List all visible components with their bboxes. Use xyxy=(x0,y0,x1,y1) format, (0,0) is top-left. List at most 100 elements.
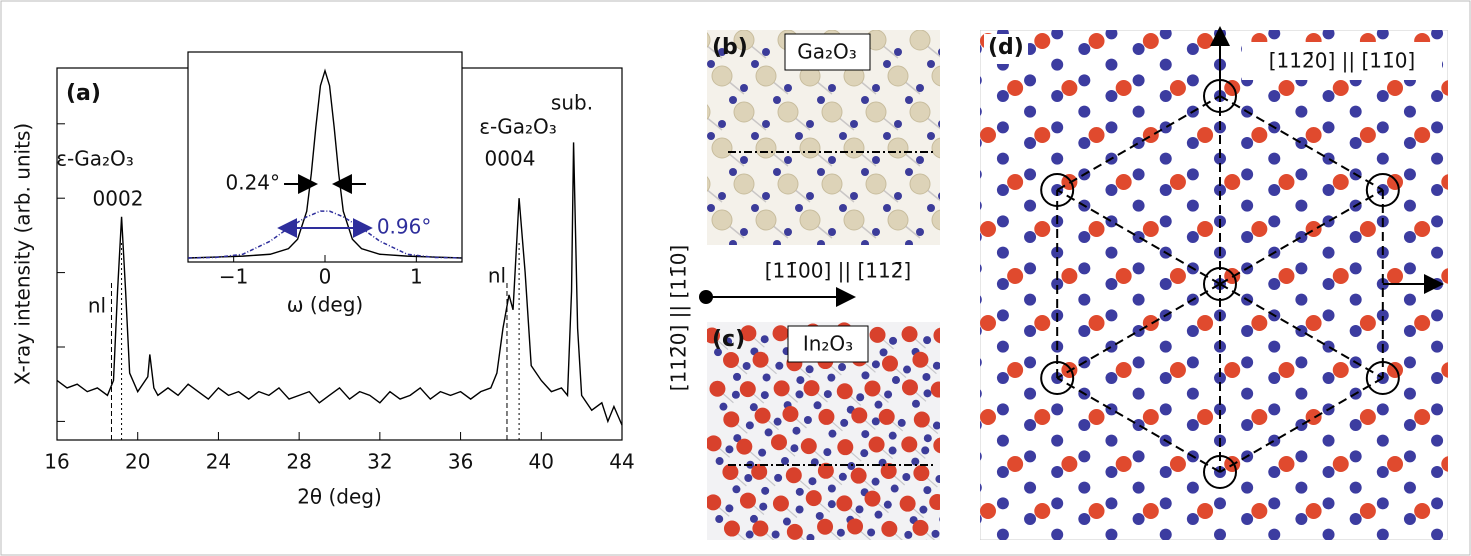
atom xyxy=(935,475,943,483)
atom xyxy=(971,60,979,68)
atom xyxy=(725,504,733,512)
atom xyxy=(1105,529,1117,541)
atom xyxy=(997,247,1009,259)
atom xyxy=(1024,137,1036,149)
atom xyxy=(1404,168,1416,180)
bond xyxy=(941,445,957,459)
atom xyxy=(1350,294,1362,306)
atom xyxy=(1143,221,1159,237)
atom xyxy=(872,360,880,368)
atom xyxy=(771,434,787,450)
atom xyxy=(795,204,803,212)
atom xyxy=(1170,174,1186,190)
atom xyxy=(1295,231,1307,243)
atom xyxy=(870,327,886,343)
bond xyxy=(700,256,722,274)
atom xyxy=(1377,435,1389,447)
atom xyxy=(894,192,902,200)
atom xyxy=(761,487,769,495)
atom xyxy=(1160,466,1172,478)
atom xyxy=(997,153,1009,165)
axis-label: [112̄0] || [11̄0] xyxy=(667,245,691,391)
atom xyxy=(1295,137,1307,149)
atom xyxy=(954,337,962,345)
atom xyxy=(1268,372,1280,384)
atom xyxy=(1323,90,1335,102)
atom xyxy=(1241,388,1253,400)
atom xyxy=(1170,80,1186,96)
atom xyxy=(1431,27,1443,39)
atom xyxy=(1360,409,1376,425)
atom xyxy=(1350,106,1362,118)
x-tick-label: 16 xyxy=(44,450,69,474)
atom xyxy=(1105,90,1117,102)
atom xyxy=(724,521,740,537)
atom xyxy=(923,486,931,494)
width-label: 0.96° xyxy=(377,215,432,239)
atom xyxy=(850,192,858,200)
atom xyxy=(1105,59,1117,71)
atom xyxy=(1214,497,1226,509)
atom xyxy=(922,373,930,381)
atom xyxy=(828,228,836,236)
atom xyxy=(690,246,710,266)
atom xyxy=(1061,80,1077,96)
y-axis-label: X-ray intensity (arb. units) xyxy=(11,123,35,385)
atom xyxy=(1133,294,1145,306)
atom xyxy=(1160,121,1172,133)
atom xyxy=(1268,529,1280,541)
atom xyxy=(1268,153,1280,165)
atom xyxy=(913,465,929,481)
bond xyxy=(952,527,968,541)
atom xyxy=(1024,231,1036,243)
atom xyxy=(761,335,769,343)
atom xyxy=(867,528,875,536)
annotation: nl xyxy=(88,294,106,318)
atom xyxy=(884,501,892,509)
atom xyxy=(997,341,1009,353)
atom xyxy=(806,490,822,506)
atom xyxy=(1295,106,1307,118)
atom xyxy=(787,524,803,540)
atom xyxy=(997,90,1009,102)
atom xyxy=(980,409,996,425)
atom xyxy=(970,231,982,243)
atom xyxy=(1404,294,1416,306)
atom xyxy=(1295,419,1307,431)
atom xyxy=(970,388,982,400)
atom xyxy=(1133,74,1145,86)
atom xyxy=(734,246,754,266)
atom xyxy=(778,102,798,122)
atom xyxy=(970,450,982,462)
atom xyxy=(938,120,946,128)
atom xyxy=(1268,278,1280,290)
atom xyxy=(970,43,982,55)
bond xyxy=(939,390,955,404)
atom xyxy=(1089,315,1105,331)
atom xyxy=(970,74,982,86)
atom xyxy=(888,138,908,158)
atom xyxy=(943,412,959,428)
atom xyxy=(1241,200,1253,212)
panel-label: (c) xyxy=(712,327,745,352)
atom xyxy=(1170,268,1186,284)
atom xyxy=(718,192,726,200)
atom xyxy=(709,381,725,397)
atom xyxy=(1295,356,1307,368)
atom xyxy=(1414,127,1430,143)
atom xyxy=(1160,59,1172,71)
atom xyxy=(883,204,891,212)
atom xyxy=(889,447,897,455)
atom xyxy=(1377,27,1389,39)
atom xyxy=(1007,362,1023,378)
atom xyxy=(1133,137,1145,149)
atom xyxy=(1105,184,1117,196)
atom xyxy=(1007,456,1023,472)
atom xyxy=(1404,388,1416,400)
atom xyxy=(828,484,836,492)
atom xyxy=(1078,419,1090,431)
atom xyxy=(1350,450,1362,462)
atom xyxy=(1323,435,1335,447)
atom xyxy=(949,240,957,248)
atom xyxy=(751,60,759,68)
